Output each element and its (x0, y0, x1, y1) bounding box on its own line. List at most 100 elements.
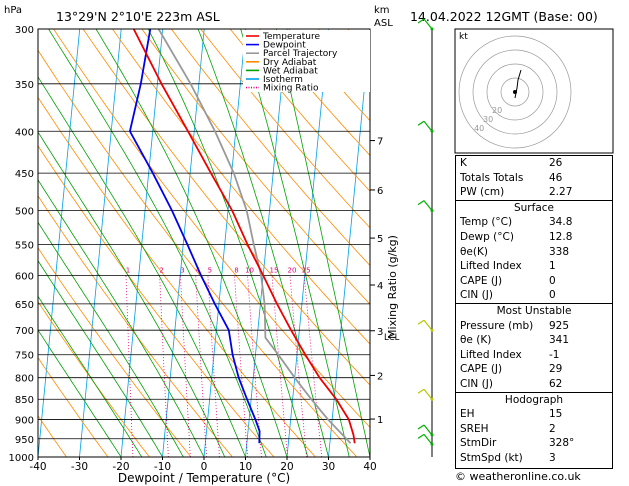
most-unstable-row: θe (K) 341 (456, 333, 612, 348)
km-tick-label: 7 (377, 137, 383, 148)
legend-box (243, 30, 370, 92)
legend-label: Parcel Trajectory (263, 49, 338, 59)
isotherm-line (38, 29, 81, 457)
index-value: 328° (549, 437, 575, 450)
mixing-ratio-line (207, 275, 220, 457)
x-tick-label: 20 (280, 461, 293, 473)
index-label: CIN (J) (460, 289, 493, 302)
pressure-tick-label: 1000 (9, 453, 34, 464)
isotherm-line (79, 29, 122, 457)
pressure-tick-label: 900 (15, 416, 34, 427)
legend-label: Isotherm (263, 75, 303, 85)
hpa-unit-label: hPa (4, 5, 22, 16)
x-tick-label: -20 (112, 461, 129, 473)
axes: 3003504004505005506006507007508008509009… (9, 25, 400, 473)
index-label: SREH (460, 422, 489, 435)
most-unstable-row: CIN (J) 62 (456, 377, 612, 392)
surface-title: Surface (513, 201, 554, 214)
surface-row: Dewp (°C) 12.8 (456, 230, 612, 245)
isotherm-line (162, 29, 205, 457)
surface-row: CIN (J) 0 (456, 288, 612, 303)
lcl-label: LCL (384, 333, 400, 343)
km-tick-label: 5 (377, 234, 383, 245)
legend-label: Mixing Ratio (263, 84, 319, 94)
index-value: 0 (549, 289, 556, 302)
index-label: Pressure (mb) (460, 319, 534, 332)
pressure-tick-label: 800 (15, 374, 34, 385)
index-value: 34.8 (549, 216, 573, 229)
index-row: K 26 (456, 156, 612, 171)
mixing-ratio-line (195, 275, 207, 457)
location-label: 13°29'N 2°10'E 223m ASL (56, 9, 220, 24)
km-tick-label: 4 (377, 281, 383, 292)
most-unstable-section: Most Unstable Pressure (mb) 925 θe (K) 341 L… (456, 302, 612, 392)
index-label: K (460, 157, 467, 169)
isotherm-line (203, 29, 247, 457)
hodograph-row: EH 15 (456, 407, 612, 422)
x-tick-label: 40 (363, 461, 376, 473)
mixing-ratio-label: 15 (270, 266, 279, 274)
indices-panel: K 26 Totals Totals 46 PW (cm) 2.27 Surface Te… (455, 155, 613, 469)
dewpoint-line (128, 29, 261, 444)
index-value: 3 (549, 451, 556, 464)
wind-barb (417, 200, 434, 213)
mixing-ratio-axis-title: Mixing Ratio (g/kg) (386, 235, 399, 339)
surface-row: Lifted Index 1 (456, 259, 612, 274)
index-value: 2 (549, 422, 556, 435)
parcel-trajectory-line (157, 29, 352, 444)
km-tick-label: 3 (377, 327, 383, 338)
hodograph-ring-label: 30 (483, 115, 493, 124)
dry-adiabat-line (259, 29, 370, 157)
index-value: 12.8 (549, 230, 573, 243)
mixing-ratio-line (303, 275, 323, 457)
index-label: EH (460, 408, 475, 421)
mixing-ratio-label: 5 (208, 266, 212, 274)
index-label: CAPE (J) (460, 363, 503, 376)
index-value: 15 (549, 408, 563, 421)
index-label: Lifted Index (460, 260, 522, 273)
hodograph-ring-label: 40 (474, 124, 484, 133)
x-tick-label: -30 (71, 461, 88, 473)
index-label: CIN (J) (460, 377, 493, 390)
wind-barb (417, 424, 434, 437)
pressure-tick-label: 500 (15, 207, 34, 218)
wind-barbs (417, 18, 434, 446)
legend-label: Wet Adiabat (263, 66, 318, 76)
index-label: StmDir (460, 437, 497, 450)
hodograph-row: StmSpd (kt) 3 (456, 451, 612, 466)
index-value: 0 (549, 274, 556, 287)
index-row: Totals Totals 46 (456, 171, 612, 186)
hodograph-ring-label: 20 (492, 106, 502, 115)
mixing-ratio-label: 1 (126, 266, 130, 274)
hodograph-unit-label: kt (459, 32, 468, 42)
dry-adiabat-line (200, 29, 370, 229)
hodograph-ring (458, 35, 572, 149)
index-value: 338 (549, 245, 570, 258)
surface-row: Temp (°C) 34.8 (456, 215, 612, 230)
index-label: θe(K) (460, 245, 488, 258)
hodograph-frame (454, 28, 614, 154)
mixing-ratio-line (159, 275, 169, 457)
wind-barb (417, 18, 434, 31)
dry-adiabat-line (170, 29, 370, 267)
pressure-tick-label: 700 (15, 326, 34, 337)
wet-adiabat-line (95, 29, 288, 457)
index-value: 2.27 (549, 186, 573, 199)
index-value: 62 (549, 377, 563, 390)
temperature-line (132, 29, 356, 444)
pressure-tick-label: 300 (15, 25, 34, 36)
legend-label: Temperature (262, 32, 320, 42)
mixing-ratio-line (289, 275, 307, 457)
mixing-ratio-line (180, 275, 191, 457)
hodograph-center-dot (513, 90, 517, 94)
x-axis-title: Dewpoint / Temperature (°C) (118, 471, 290, 485)
mixing-ratio-label: 20 (287, 266, 296, 274)
mixing-ratio-line (271, 275, 288, 457)
mixing-ratio-label: 3 (180, 266, 184, 274)
index-value: 341 (549, 334, 570, 347)
index-label: Dewp (°C) (460, 230, 514, 243)
hodograph-title: Hodograph (504, 393, 564, 406)
hodograph-section: Hodograph EH 15 SREH 2 StmDir 328° StmSpd (kt)… (456, 391, 612, 466)
